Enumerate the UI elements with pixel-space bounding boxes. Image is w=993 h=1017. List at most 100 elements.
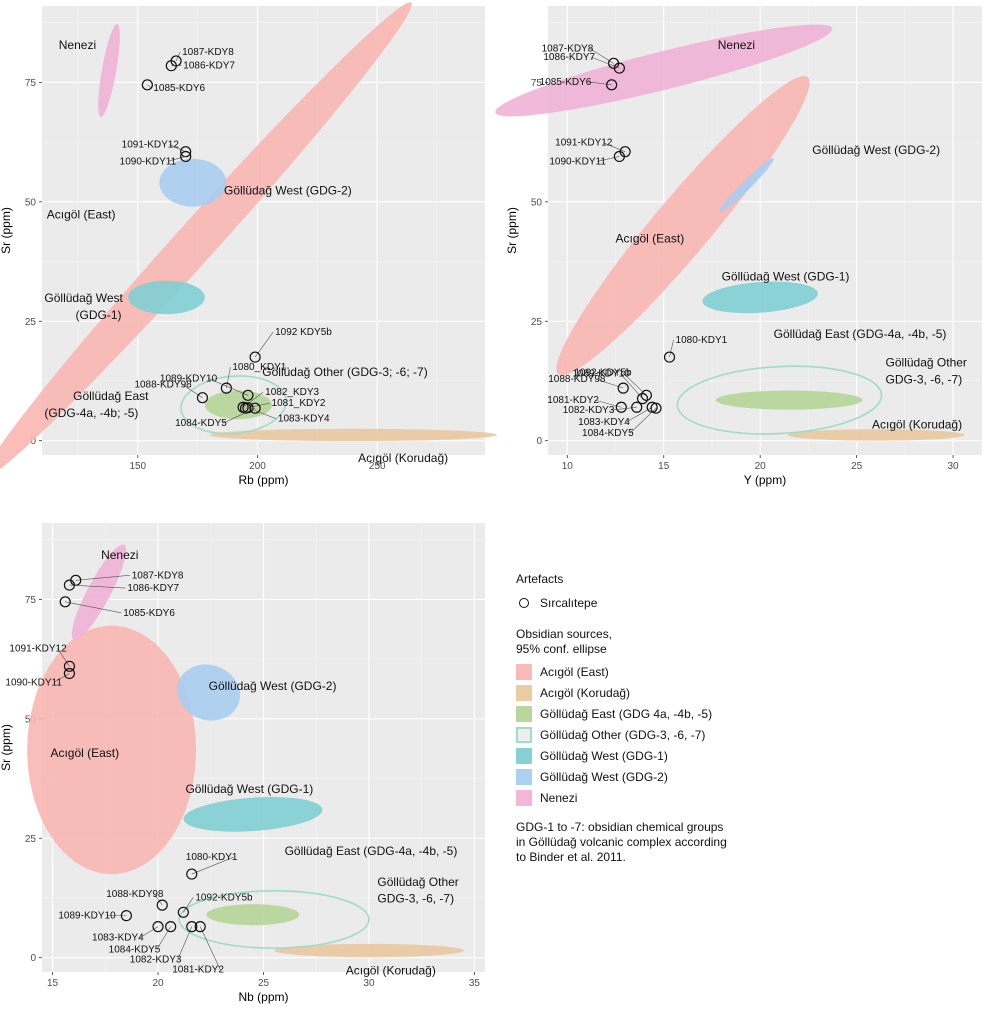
legend-swatch [516,726,532,743]
source-ellipse [787,429,965,441]
legend-item-label: Acıgöl (Korudağ) [540,685,631,700]
label-leader-line [154,893,163,906]
label-leader-line [182,384,203,398]
artefact-point [650,402,662,414]
artefact-point [180,150,192,163]
source-ellipse [676,365,883,435]
legend-sources-title-line2: 95% conf. ellipse [516,642,607,656]
y-tick-label: 0 [30,953,36,964]
point-label: 1083-KDY4 [578,417,630,428]
y-axis-title: Sr (ppm) [505,207,519,254]
source-ellipse [27,625,196,875]
source-annotation: Acıgöl (East) [47,208,116,222]
y-axis-title: Sr (ppm) [0,724,13,771]
label-leader-line [147,84,152,89]
legend-note-line: GDG-1 to -7: obsidian chemical groups [516,820,724,834]
x-tick-label: 25 [258,978,270,989]
legend-item: Acıgöl (Korudağ) [516,682,816,703]
legend-source-list: Acıgöl (East) Acıgöl (Korudağ) Göllüdağ … [516,661,816,808]
source-annotation: Göllüdağ West (GDG-1) [185,782,313,796]
label-leader-line [603,142,626,152]
label-leader-line [199,926,221,970]
x-tick-label: 15 [658,461,670,472]
y-tick-label: 75 [531,78,543,89]
source-ellipse [159,158,227,207]
point-label: 1092-KDY5b [574,367,632,378]
artefact-point [152,921,164,933]
legend-swatch [516,705,532,722]
point-label: 1088-KDY98 [548,374,606,385]
source-ellipse [180,375,287,435]
artefact-point [141,79,153,91]
source-annotation: Acıgöl (Korudağ) [358,451,448,465]
point-label: 1091-KDY12 [9,643,67,654]
source-ellipse [556,76,810,376]
source-annotation: GDG-3, -6, -7) [377,892,454,906]
label-leader-line [169,144,186,152]
label-leader-line [191,856,234,875]
point-label: 1082-KDY3 [130,955,182,966]
artefact-point [617,382,629,394]
source-ellipse [178,889,370,949]
source-annotation: Nenezi [101,548,138,562]
legend-swatch [516,663,532,680]
legend-item: Acıgöl (East) [516,661,816,682]
legend-swatch [516,789,532,806]
source-ellipse [209,428,497,442]
source-ellipse [715,390,863,410]
point-label: 1089-KDY10 [573,369,631,380]
label-leader-line [242,391,264,408]
point-label: 1081-KDY2 [547,395,599,406]
point-label: 1090-KDY11 [549,156,606,167]
point-label: 1089-KDY10 [58,911,116,922]
artefact-point [177,906,189,918]
legend-note-line: to Binder et al. 2011. [516,850,626,864]
y-tick-label: 50 [25,197,37,208]
source-ellipse [71,544,127,641]
label-leader-line [222,407,256,424]
source-annotation: Göllüdağ West (GDG-2) [812,143,940,157]
x-tick-label: 35 [469,978,481,989]
legend-sources-title-line1: Obsidian sources, [516,627,613,641]
source-annotation: Göllüdağ East [73,389,149,403]
legend-artefact-row: Sırcalıtepe [516,592,816,613]
legend-item-label: Göllüdağ Other (GDG-3, -6, -7) [540,727,706,742]
label-leader-line [207,378,249,396]
artefact-point [186,921,198,933]
source-annotation: Acıgöl (Korudağ) [346,963,436,977]
source-ellipse [274,943,464,958]
x-tick-label: 20 [152,978,164,989]
source-ellipse [495,24,833,117]
legend-artefact-label: Sırcalıtepe [540,595,598,610]
source-ellipse [177,664,241,721]
chart-panel: 150 200 250 0 25 50 75 Rb (ppm) Sr (ppm) Nenezi Gö… [0,2,497,487]
point-label: 1080-KDY1 [676,335,728,346]
artefact-point [613,150,625,163]
source-annotation: Göllüdağ East (GDG-4a, -4b, -5) [285,844,458,858]
source-annotation: Göllüdağ West (GDG-1) [722,270,850,284]
point-label: 1083-KDY4 [92,933,144,944]
point-label: 1087-KDY8 [542,43,594,54]
point-label: 1081_KDY2 [272,398,326,409]
source-annotation: Göllüdağ West (GDG-2) [209,679,337,693]
point-label: 1086-KDY7 [543,52,595,63]
artefact-point [249,351,261,363]
chart-panel: 10 15 20 25 30 0 25 50 75 Y (ppm) Sr (ppm) Nenezi Gö… [495,6,982,487]
source-annotation: Nenezi [59,38,96,52]
source-annotation: Göllüdağ Other [377,875,458,889]
artefact-point [613,62,625,74]
legend-item-label: Nenezi [540,790,578,805]
legend-item: Nenezi [516,787,816,808]
point-label: 1086-KDY7 [183,61,235,72]
legend-item: Göllüdağ West (GDG-1) [516,745,816,766]
point-label: 1091-KDY12 [122,140,180,151]
point-label: 1087-KDY8 [182,47,234,58]
y-tick-label: 0 [536,436,542,447]
legend-note-line: in Göllüdağ volcanic complex according [516,835,727,849]
artefact-point [606,79,618,91]
legend-swatch [516,684,532,701]
point-label: 1091-KDY12 [555,138,613,149]
artefact-point [63,579,76,591]
source-ellipse [183,797,323,832]
point-label: 1080-KDY1 [186,852,238,863]
